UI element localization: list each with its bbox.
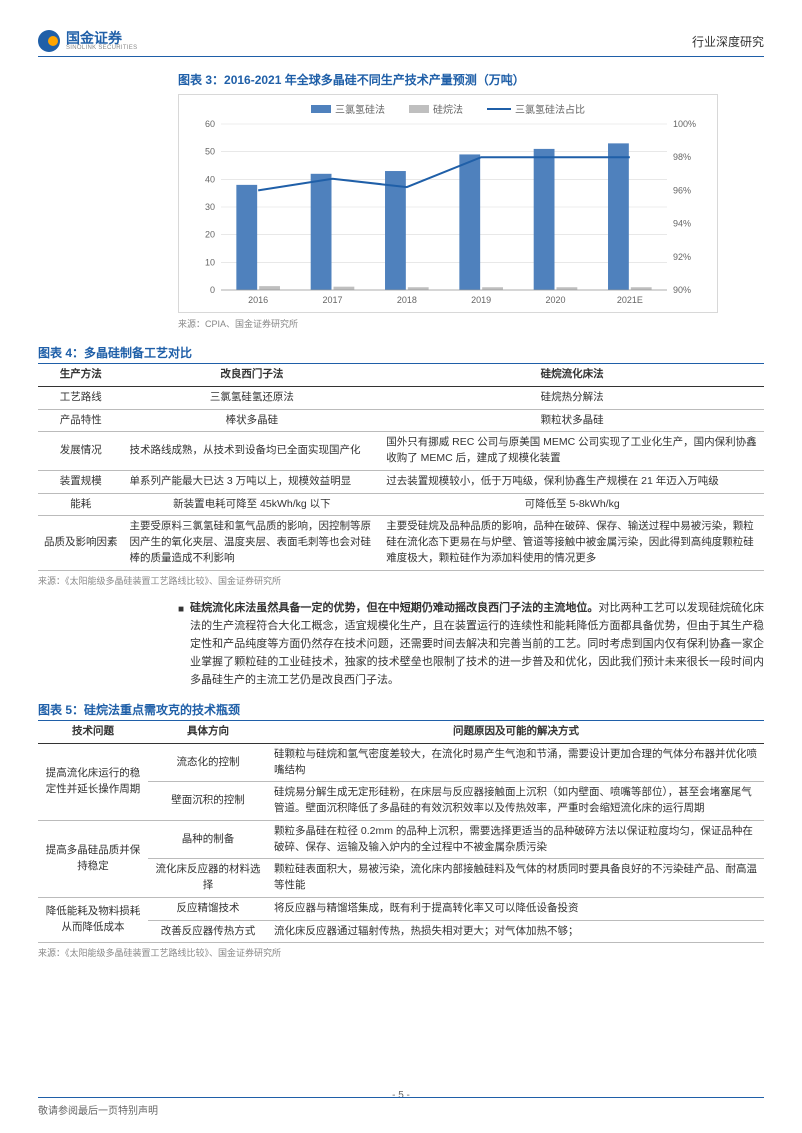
logo-icon bbox=[38, 30, 60, 52]
logo-text-cn: 国金证券 bbox=[66, 31, 137, 45]
svg-text:60: 60 bbox=[205, 120, 215, 129]
svg-text:2018: 2018 bbox=[397, 295, 417, 305]
svg-text:20: 20 bbox=[205, 230, 215, 240]
logo: 国金证券 SINOLINK SECURITIES bbox=[38, 30, 137, 52]
page-header: 国金证券 SINOLINK SECURITIES 行业深度研究 bbox=[38, 30, 764, 57]
svg-text:100%: 100% bbox=[673, 120, 696, 129]
svg-text:50: 50 bbox=[205, 147, 215, 157]
chart3-source: 来源：CPIA、国金证券研究所 bbox=[178, 317, 764, 330]
svg-text:0: 0 bbox=[210, 285, 215, 295]
bullet-icon: ■ bbox=[178, 602, 184, 690]
analysis-paragraph: ■ 硅烷流化床法虽然具备一定的优势，但在中短期仍难动摇改良西门子法的主流地位。对… bbox=[178, 599, 764, 690]
chart3-container: 三氯氢硅法 硅烷法 三氯氢硅法占比 0 10 20 30 40 50 60 90% 92% 94%… bbox=[178, 94, 718, 313]
table4-header: 改良西门子法 bbox=[124, 364, 381, 386]
svg-text:2016: 2016 bbox=[248, 295, 268, 305]
footer-disclaimer: 敬请参阅最后一页特别声明 bbox=[38, 1102, 158, 1117]
svg-text:90%: 90% bbox=[673, 285, 691, 295]
table5-title: 图表 5：硅烷法重点需攻克的技术瓶颈 bbox=[38, 701, 764, 721]
svg-text:96%: 96% bbox=[673, 185, 691, 195]
header-category: 行业深度研究 bbox=[692, 33, 764, 50]
svg-text:10: 10 bbox=[205, 257, 215, 267]
svg-text:94%: 94% bbox=[673, 219, 691, 229]
table4-header: 生产方法 bbox=[38, 364, 124, 386]
svg-text:30: 30 bbox=[205, 202, 215, 212]
table4-header: 硅烷流化床法 bbox=[380, 364, 764, 386]
chart3-title: 图表 3：2016-2021 年全球多晶硅不同生产技术产量预测（万吨） bbox=[178, 71, 764, 88]
table5-source: 来源：《太阳能级多晶硅装置工艺路线比较》、国金证券研究所 bbox=[38, 946, 764, 959]
svg-text:2021E: 2021E bbox=[617, 295, 643, 305]
chart3-legend: 三氯氢硅法 硅烷法 三氯氢硅法占比 bbox=[187, 101, 709, 116]
table5: 技术问题具体方向问题原因及可能的解决方式提高流化床运行的稳定性并延长操作周期流态… bbox=[38, 721, 764, 943]
table4: 生产方法改良西门子法硅烷流化床法工艺路线三氯氢硅氢还原法硅烷热分解法产品特性棒状… bbox=[38, 364, 764, 571]
svg-text:92%: 92% bbox=[673, 252, 691, 262]
logo-text-en: SINOLINK SECURITIES bbox=[66, 45, 137, 51]
chart3-plot: 0 10 20 30 40 50 60 90% 92% 94% 96% 98% 100% 2016 2017… bbox=[187, 120, 707, 310]
svg-text:2020: 2020 bbox=[545, 295, 565, 305]
svg-text:2019: 2019 bbox=[471, 295, 491, 305]
table4-title: 图表 4：多晶硅制备工艺对比 bbox=[38, 344, 764, 364]
svg-text:40: 40 bbox=[205, 174, 215, 184]
svg-text:98%: 98% bbox=[673, 152, 691, 162]
table4-source: 来源：《太阳能级多晶硅装置工艺路线比较》、国金证券研究所 bbox=[38, 574, 764, 587]
svg-text:2017: 2017 bbox=[322, 295, 342, 305]
page-footer: 敬请参阅最后一页特别声明 bbox=[38, 1097, 764, 1117]
